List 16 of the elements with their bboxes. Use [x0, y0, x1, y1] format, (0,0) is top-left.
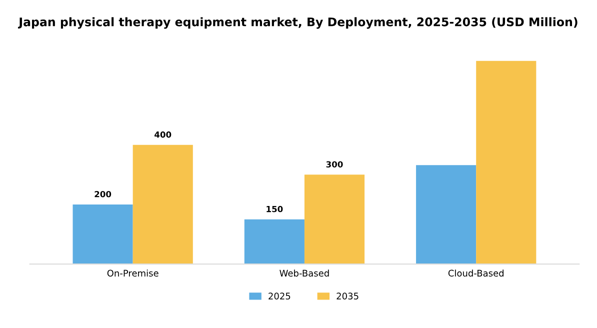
bar	[72, 204, 133, 264]
x-tick-label: Web-Based	[280, 270, 329, 277]
legend-label: 2025	[268, 292, 290, 300]
bar	[304, 174, 365, 264]
bar	[416, 165, 476, 264]
bar	[244, 219, 304, 264]
legend-label: 2035	[336, 292, 358, 300]
data-label: 300	[326, 161, 343, 168]
data-label: 150	[266, 206, 283, 212]
chart-title: Japan physical therapy equipment market, By Deployment, 2025-2035 (USD Million)	[18, 17, 578, 29]
x-tick-label: On-Premise	[107, 270, 158, 277]
x-tick-label: Cloud-Based	[448, 270, 504, 277]
bar	[132, 144, 193, 264]
data-label: 400	[154, 131, 172, 138]
data-label: 200	[94, 190, 112, 198]
bar	[476, 60, 536, 264]
